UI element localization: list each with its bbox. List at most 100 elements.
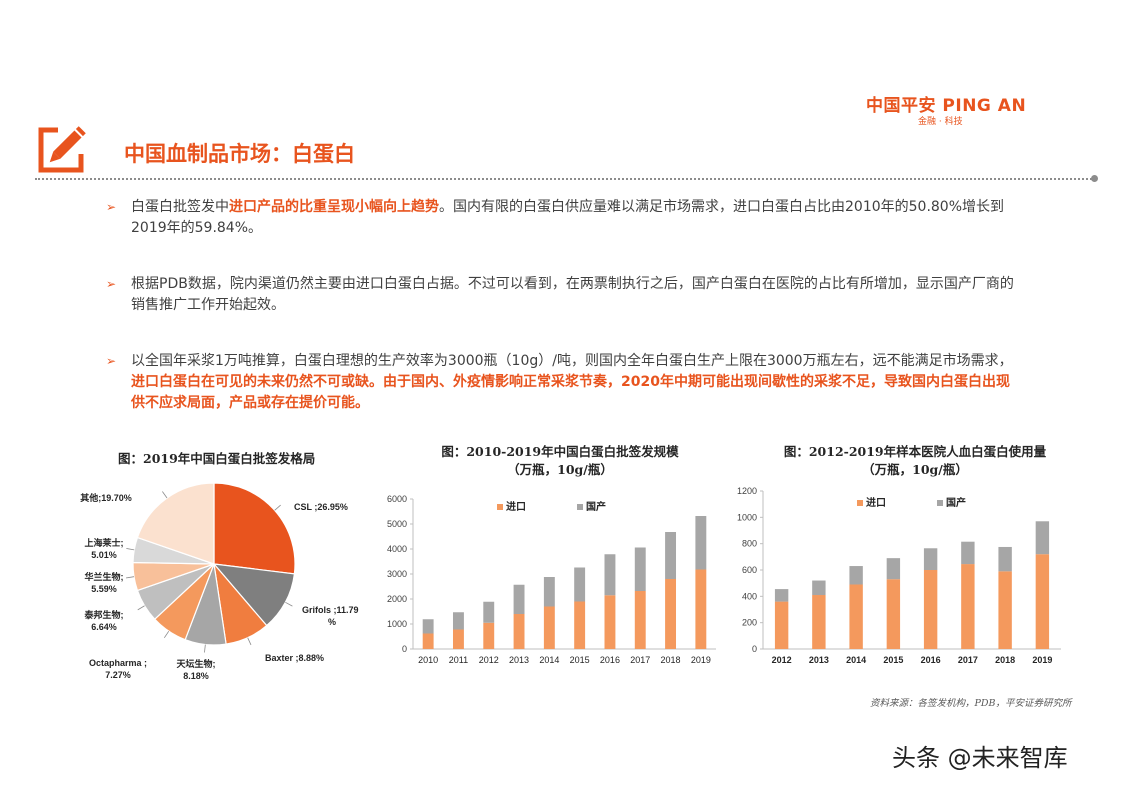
bar-国产-2011 [452,612,464,630]
bar-国产-2017 [961,541,975,565]
pie-leader-line [162,491,168,499]
legend-label: 国产 [586,500,606,513]
x-tick-label: 2017 [958,655,978,665]
x-tick-label: 2018 [661,655,681,665]
bullet-3: ➢ 以全国年采浆1万吨推算，白蛋白理想的生产效率为3000瓶（10g）/吨，则国… [106,351,1016,414]
bar-国产-2015 [574,567,586,602]
bar-进口-2016 [923,570,938,649]
bar-国产-2014 [543,577,555,607]
logo-text: 中国平安 PING AN [866,96,1027,116]
bullet-arrow-icon: ➢ [106,354,117,368]
pie-label-7: 上海莱士; 5.01% [85,537,124,560]
bar-chart-2-title: 图：2012-2019年样本医院人血白蛋白使用量 （万瓶，10g/瓶） [783,444,1047,477]
pie-slice-8 [136,482,215,565]
body-text: 白蛋白批签发中 [131,199,229,215]
bar-国产-2018 [998,546,1012,572]
source-note: 资料来源：各签发机构，PDB，平安证券研究所 [870,698,1072,709]
bullet-text: 根据PDB数据，院内渠道仍然主要由进口白蛋白占据。不过可以看到，在两票制执行之后… [131,274,1016,316]
x-tick-label: 2010 [418,655,438,665]
pie-leader-line [137,605,145,611]
x-tick-label: 2012 [772,655,792,665]
bar-chart-1-title: 图：2010-2019年中国白蛋白批签发规模 （万瓶，10g/瓶） [441,444,679,477]
x-tick-label: 2017 [630,655,650,665]
y-tick-label: 0 [402,644,407,654]
pie-chart-title: 图：2019年中国白蛋白批签发格局 [118,451,316,466]
bar-国产-2012 [774,589,789,602]
pie-leader-line [247,637,252,646]
title-divider [35,178,1095,180]
pie-label-0: CSL ;26.95% [294,502,348,512]
pie-slice-0 [213,482,296,575]
bar-chart-1: 0 1000 2000 3000 4000 5000 6000 2010 2011 2012 201… [387,494,716,665]
bar-国产-2010 [422,619,434,634]
pie-leader-line [126,548,135,551]
y-tick-label: 2000 [387,594,407,604]
x-tick-label: 2013 [509,655,529,665]
pie-label-1: Grifols ;11.79% [302,605,359,627]
bar-进口-2015 [886,579,901,649]
y-tick-label: 400 [742,591,757,601]
x-tick-label: 2019 [691,655,711,665]
bar-国产-2014 [849,566,863,585]
bullet-arrow-icon: ➢ [106,277,117,291]
bar-国产-2012 [483,601,495,623]
pie-leader-line [285,601,293,607]
bar-进口-2010 [422,633,434,649]
pie-label-4: Octapharma ; 7.27% [89,658,147,680]
bar-进口-2014 [543,606,555,649]
bullet-arrow-icon: ➢ [106,200,117,214]
y-tick-label: 800 [742,539,757,549]
bar-进口-2012 [774,601,789,649]
bar-国产-2019 [1035,521,1050,555]
bar-进口-2019 [1035,554,1050,649]
pencil-note-icon [38,126,98,173]
highlight-text: 进口白蛋白在可见的未来仍然不可或缺。由于国内、外疫情影响正常采浆节奏，2020年… [131,374,1010,411]
bar-进口-2015 [574,601,586,649]
y-tick-label: 6000 [387,494,407,504]
x-tick-label: 2014 [539,655,559,665]
bar-国产-2017 [634,547,646,591]
bar-进口-2017 [961,564,975,649]
highlight-text: 进口产品的比重呈现小幅向上趋势 [229,199,439,215]
y-tick-label: 0 [752,644,757,654]
pie-leader-line [204,644,206,653]
bar-国产-2016 [604,554,616,596]
divider-end-dot [1091,175,1098,182]
bullet-text: 白蛋白批签发中进口产品的比重呈现小幅向上趋势。国内有限的白蛋白供应量难以满足市场… [131,197,1016,239]
bar-进口-2013 [812,595,826,649]
bar-进口-2014 [849,584,863,649]
pie-label-2: Baxter ;8.88% [265,653,324,663]
y-tick-label: 600 [742,565,757,575]
x-tick-label: 2013 [809,655,829,665]
pie-leader-line [126,576,135,579]
y-tick-label: 3000 [387,569,407,579]
bar-国产-2018 [665,532,677,579]
pie-label-8: 其他;19.70% [80,492,132,503]
pie-label-3: 天坛生物; 8.18% [177,658,216,681]
logo-tagline: 金融 · 科技 [918,117,963,127]
bar-进口-2019 [695,569,707,649]
x-tick-label: 2019 [1032,655,1052,665]
bullet-text: 以全国年采浆1万吨推算，白蛋白理想的生产效率为3000瓶（10g）/吨，则国内全… [131,351,1016,414]
x-tick-label: 2014 [846,655,866,665]
pie-chart: CSL ;26.95% Grifols ;11.79 % Baxter ;8.88% 天… [80,482,359,681]
bar-国产-2015 [886,558,901,580]
y-tick-label: 1000 [737,512,757,522]
bar-chart-2: 0 200 400 600 800 1000 1200 2012 2013 2014 2015 201… [737,486,1061,665]
x-tick-label: 2016 [921,655,941,665]
y-tick-label: 200 [742,618,757,628]
x-tick-label: 2015 [570,655,590,665]
bar-进口-2012 [483,622,495,649]
bar-进口-2017 [634,591,646,649]
bar-进口-2018 [665,579,677,649]
body-text: 。国内有限的白蛋白供应量难以满足市场需求，进口白蛋白占比由2010年的50.80… [131,199,1005,236]
body-text: 以全国年采浆1万吨推算，白蛋白理想的生产效率为3000瓶（10g）/吨，则国内全… [131,353,1013,369]
pie-label-6: 华兰生物; 5.59% [85,571,124,594]
bar-进口-2011 [452,629,464,649]
y-tick-label: 1000 [387,619,407,629]
pie-label-5: 泰邦生物; 6.64% [84,609,124,632]
bar-国产-2019 [695,516,707,570]
bar-国产-2016 [923,548,938,570]
x-tick-label: 2012 [479,655,499,665]
body-text: 根据PDB数据，院内渠道仍然主要由进口白蛋白占据。不过可以看到，在两票制执行之后… [131,276,1014,313]
